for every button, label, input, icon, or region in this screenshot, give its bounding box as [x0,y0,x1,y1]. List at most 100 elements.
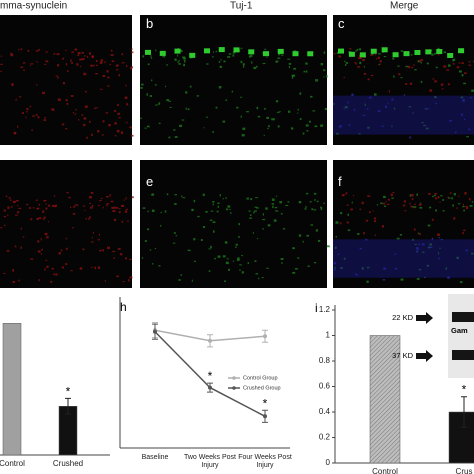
signal [235,246,237,249]
signal [420,81,423,84]
signal [131,134,134,137]
signal [75,109,77,111]
micrograph [333,15,474,145]
signal [121,62,125,64]
signal [85,217,87,220]
cell [204,48,210,54]
signal [107,76,110,79]
signal [358,48,362,51]
signal [388,90,391,93]
signal [191,279,193,282]
signal [65,247,68,250]
signal [115,69,119,71]
signal [364,103,366,106]
signal [179,124,183,128]
signal [456,256,459,259]
signal [414,69,417,71]
cell [218,47,225,53]
signal [276,60,279,62]
signal [440,83,444,86]
signal [416,247,419,250]
signal [118,116,121,119]
signal [46,236,49,239]
signal [216,210,219,213]
signal [249,54,253,57]
signal [443,51,447,54]
signal [177,54,179,57]
signal [271,198,275,201]
signal [280,212,283,215]
signal [105,195,109,198]
signal [154,84,157,86]
signal [36,207,40,209]
signal [126,220,130,222]
signal [367,195,371,198]
signal [222,198,224,200]
signal [373,93,377,96]
cell [159,50,166,56]
signal [87,218,91,220]
signal [90,64,92,67]
signal [228,268,230,271]
signal [442,210,445,212]
annotation: * [462,383,467,397]
signal [127,279,130,282]
signal [21,112,24,115]
signal [0,70,2,72]
signal [291,76,294,79]
signal [347,101,349,104]
signal [96,107,99,109]
signal [239,49,241,52]
signal [453,58,456,61]
cell [263,51,269,57]
signal [316,200,319,203]
signal [65,63,67,66]
signal [160,224,162,227]
signal [66,192,69,194]
signal [341,194,345,197]
signal [124,96,128,100]
cell [414,50,421,56]
signal [147,63,150,66]
signal [306,234,310,237]
signal [99,249,102,252]
signal [38,48,41,51]
signal [144,127,147,129]
panel-letter: c [338,16,345,31]
signal [27,49,30,52]
signal [411,198,414,200]
signal [375,58,378,60]
signal [140,87,143,89]
signal [111,60,115,63]
signal [73,205,76,208]
signal [435,197,438,200]
legend-label: Control Group [243,375,278,381]
signal [181,119,185,121]
signal [178,63,181,65]
signal [288,62,292,65]
signal [65,99,68,102]
signal [380,202,383,205]
signal [95,72,99,75]
signal [65,237,67,240]
signal [246,111,249,113]
signal [398,73,401,76]
x-tick-label: Crus [456,467,473,474]
signal [224,280,226,283]
blot-band [452,312,474,322]
signal [161,55,163,57]
signal [83,55,86,57]
signal [429,89,433,92]
signal [392,192,395,194]
signal [447,196,450,199]
x-tick-label: Baseline [141,454,169,461]
signal [113,206,116,209]
signal [90,192,94,194]
signal [67,70,69,72]
cell [436,49,443,55]
signal [343,108,345,110]
signal [466,136,469,138]
signal [14,245,17,248]
signal [276,111,280,113]
